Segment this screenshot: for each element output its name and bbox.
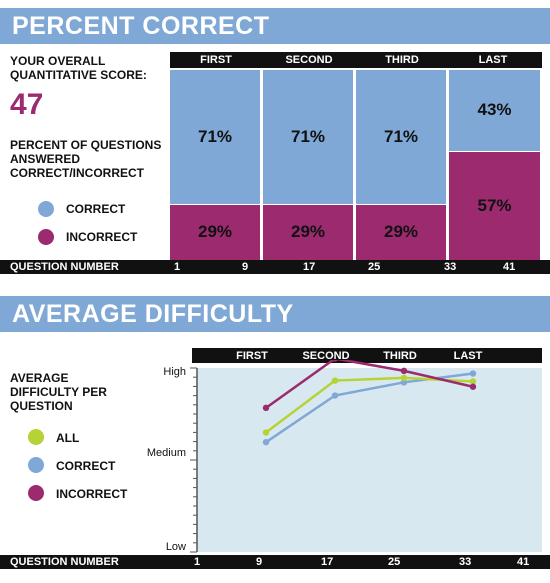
incorrect-point bbox=[262, 404, 270, 412]
question-tick-33: 33 bbox=[459, 556, 472, 568]
incorrect-bar-third: 29% bbox=[356, 204, 448, 260]
correct-point bbox=[331, 392, 339, 399]
incorrect-bar-second: 29% bbox=[263, 204, 355, 260]
question-tick-9: 9 bbox=[256, 556, 263, 568]
incorrect-series-line bbox=[265, 360, 474, 409]
avg-difficulty-label: AVERAGE DIFFICULTY PER QUESTION bbox=[10, 371, 107, 413]
question-number-label: QUESTION NUMBER bbox=[10, 261, 119, 273]
all-legend-label: ALL bbox=[56, 431, 80, 445]
correct-value-label: 43% bbox=[477, 100, 512, 120]
section-header-second: SECOND bbox=[285, 54, 333, 66]
percent-question-number-row: QUESTION NUMBER 1 9 17 25 33 41 bbox=[0, 260, 550, 274]
incorrect-value-label: 29% bbox=[290, 222, 326, 242]
y-label-medium: Medium bbox=[147, 447, 186, 459]
correct-point bbox=[469, 370, 477, 377]
section-header-third: THIRD bbox=[385, 54, 419, 66]
section-header-second: SECOND bbox=[302, 350, 350, 362]
section-header-last: LAST bbox=[453, 350, 483, 362]
all-point bbox=[331, 377, 339, 384]
percent-section-header-bar: FIRST SECOND THIRD LAST bbox=[170, 52, 542, 68]
section-header-third: THIRD bbox=[383, 350, 417, 362]
question-tick-1: 1 bbox=[194, 556, 201, 568]
incorrect-bar-first: 29% bbox=[170, 204, 262, 260]
percent-correct-banner: PERCENT CORRECT bbox=[0, 8, 550, 44]
incorrect-legend-icon bbox=[38, 229, 54, 245]
difficulty-question-number-row: QUESTION NUMBER 1 9 17 25 33 41 bbox=[0, 555, 550, 569]
question-tick-17: 17 bbox=[321, 556, 334, 568]
correct-point bbox=[400, 379, 408, 386]
correct-bar-second: 71% bbox=[263, 70, 355, 205]
percent-correct-title: PERCENT CORRECT bbox=[12, 12, 270, 40]
overall-score-value: 47 bbox=[10, 88, 44, 121]
incorrect-legend-label: INCORRECT bbox=[56, 487, 128, 501]
correct-point bbox=[262, 438, 270, 446]
y-label-low: Low bbox=[166, 541, 186, 553]
incorrect-value-label: 57% bbox=[477, 195, 512, 215]
correct-bar-first: 71% bbox=[170, 70, 262, 205]
all-point bbox=[262, 429, 270, 436]
difficulty-series bbox=[262, 360, 477, 446]
difficulty-line-chart: High Medium Low bbox=[147, 360, 542, 553]
question-tick-1: 1 bbox=[174, 261, 181, 273]
average-difficulty-title: AVERAGE DIFFICULTY bbox=[12, 300, 294, 328]
section-header-first: FIRST bbox=[200, 54, 232, 66]
incorrect-value-label: 29% bbox=[383, 222, 419, 242]
y-label-high: High bbox=[163, 366, 186, 378]
correct-legend-label: CORRECT bbox=[66, 202, 126, 216]
average-difficulty-banner: AVERAGE DIFFICULTY bbox=[0, 296, 550, 332]
all-point bbox=[400, 374, 408, 382]
correct-bar-third: 71% bbox=[356, 70, 448, 205]
all-legend-icon bbox=[28, 429, 44, 445]
incorrect-point bbox=[332, 360, 338, 362]
question-tick-33: 33 bbox=[444, 261, 457, 273]
incorrect-bar-last: 57% bbox=[449, 151, 542, 260]
question-number-label: QUESTION NUMBER bbox=[10, 556, 119, 568]
y-axis-ticks bbox=[190, 367, 197, 553]
question-tick-41: 41 bbox=[503, 261, 516, 273]
question-tick-25: 25 bbox=[368, 261, 381, 273]
correct-bar-last: 43% bbox=[449, 70, 542, 152]
questions-answered-label: PERCENT OF QUESTIONS ANSWERED CORRECT/IN… bbox=[10, 138, 162, 180]
incorrect-value-label: 29% bbox=[197, 222, 233, 242]
incorrect-legend-icon bbox=[28, 485, 44, 501]
question-tick-25: 25 bbox=[388, 556, 401, 568]
correct-legend-icon bbox=[38, 201, 54, 217]
correct-value-label: 71% bbox=[197, 126, 233, 146]
difficulty-section-header-bar: FIRST SECOND THIRD LAST bbox=[192, 348, 542, 363]
overall-score-label: YOUR OVERALL QUANTITATIVE SCORE: bbox=[10, 54, 147, 82]
incorrect-point bbox=[469, 383, 477, 390]
incorrect-point bbox=[400, 367, 408, 375]
question-tick-9: 9 bbox=[242, 261, 249, 273]
incorrect-legend-label: INCORRECT bbox=[66, 230, 138, 244]
question-tick-17: 17 bbox=[303, 261, 316, 273]
correct-value-label: 71% bbox=[383, 126, 419, 146]
section-header-last: LAST bbox=[478, 54, 508, 66]
all-point bbox=[469, 378, 477, 385]
correct-legend-label: CORRECT bbox=[56, 459, 116, 473]
section-header-first: FIRST bbox=[236, 350, 268, 362]
correct-legend-icon bbox=[28, 457, 44, 473]
plot-area bbox=[197, 368, 542, 552]
correct-value-label: 71% bbox=[290, 126, 326, 146]
question-tick-41: 41 bbox=[517, 556, 530, 568]
